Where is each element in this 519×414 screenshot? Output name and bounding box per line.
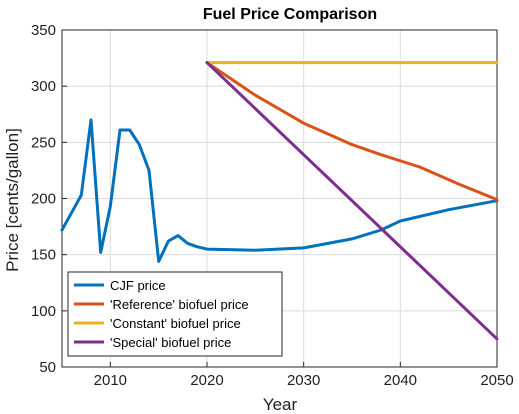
legend-entry: 'Special' biofuel price — [110, 335, 231, 350]
x-tick-label: 2030 — [287, 372, 320, 389]
x-axis-label: Year — [263, 395, 298, 414]
y-tick-label: 100 — [31, 303, 56, 320]
chart-title: Fuel Price Comparison — [203, 6, 377, 23]
legend: CJF price 'Reference' biofuel price 'Const… — [67, 271, 283, 357]
series-line — [205, 61, 499, 341]
y-tick-label: 350 — [31, 22, 56, 39]
y-tick-label: 50 — [39, 359, 56, 376]
x-tick-label: 2020 — [190, 372, 223, 389]
series-line — [60, 118, 499, 263]
y-tick-label: 200 — [31, 191, 56, 208]
series-lines — [60, 61, 499, 341]
x-tick-label: 2010 — [94, 372, 127, 389]
series-line — [205, 61, 499, 202]
legend-entry: CJF price — [110, 278, 166, 293]
y-tick-label: 250 — [31, 134, 56, 151]
legend-entry: 'Reference' biofuel price — [110, 297, 249, 312]
x-tick-label: 2050 — [480, 372, 513, 389]
legend-entry: 'Constant' biofuel price — [110, 316, 241, 331]
y-tick-label: 150 — [31, 247, 56, 264]
x-tick-label: 2040 — [384, 372, 417, 389]
y-axis-label: Price [cents/gallon] — [3, 128, 22, 272]
y-tick-label: 300 — [31, 78, 56, 95]
axis-ticks: 2010 2020 2030 2040 2050 50 100 150 200 250 300 350 — [31, 22, 514, 389]
